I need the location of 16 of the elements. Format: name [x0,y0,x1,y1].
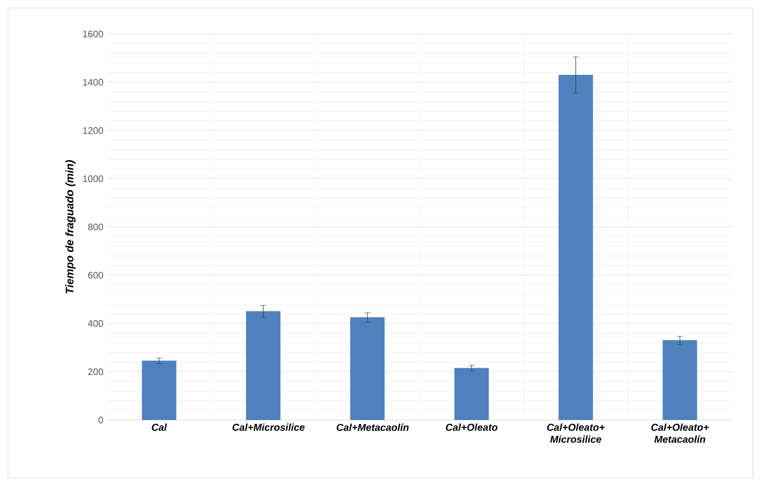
x-tick-label: Cal+Metacaolín [336,424,409,431]
x-tick-label: Cal+Microsilice [232,424,305,431]
y-tick-label: 400 [88,320,104,327]
y-tick-label: 1400 [83,78,104,86]
x-tick-label: Cal [152,424,167,431]
y-tick-label: 1600 [83,30,104,38]
x-tick-label: Cal+Oleato+ Metacaolín [651,424,709,443]
y-tick-label: 200 [88,368,104,376]
y-tick-label: 600 [88,272,104,279]
x-tick-label: Cal+Oleato [446,424,498,431]
y-tick-label: 0 [98,416,104,424]
x-tick-label: Cal+Oleato+ Microsilice [547,424,605,443]
y-tick-label: 1200 [83,127,104,134]
y-axis-title: Tiempo de fraguado (min) [65,160,76,294]
y-tick-label: 1000 [83,175,104,182]
y-tick-label: 800 [88,224,104,230]
